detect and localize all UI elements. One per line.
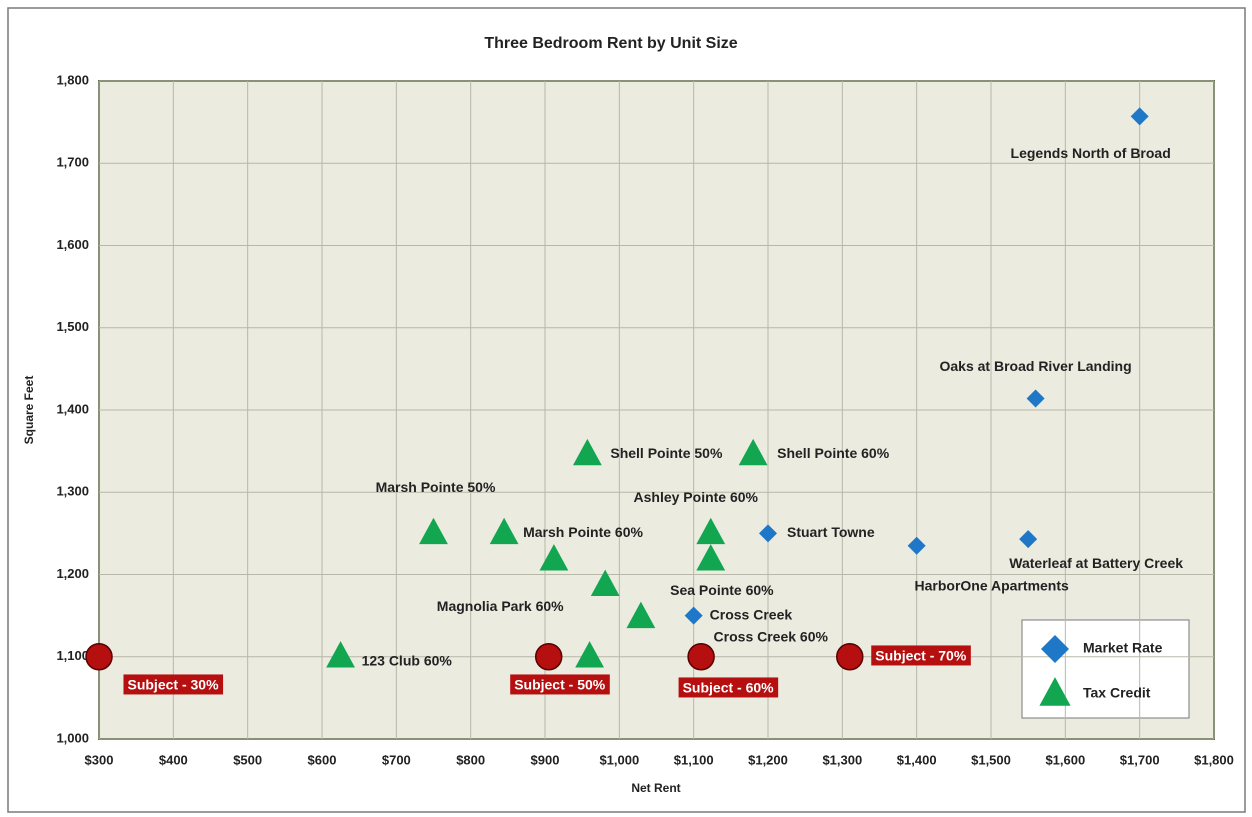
x-tick-label: $1,100 — [674, 752, 714, 767]
data-label: Cross Creek — [710, 606, 793, 622]
x-tick-label: $1,700 — [1120, 752, 1160, 767]
y-tick-label: 1,100 — [56, 648, 89, 663]
data-label: Subject - 60% — [683, 679, 775, 695]
data-label: Marsh Pointe 60% — [523, 524, 643, 540]
data-label: Oaks at Broad River Landing — [940, 358, 1132, 374]
point — [419, 517, 448, 545]
y-axis-label: Square Feet — [22, 376, 36, 445]
point — [759, 524, 777, 543]
point — [907, 536, 926, 555]
x-tick-label: $300 — [85, 752, 114, 767]
x-tick-label: $700 — [382, 752, 411, 767]
data-label: Subject - 50% — [514, 676, 606, 692]
y-tick-label: 1,000 — [56, 730, 89, 745]
data-label: Marsh Pointe 50% — [376, 479, 496, 495]
x-tick-label: $1,500 — [971, 752, 1011, 767]
x-axis-label: Net Rent — [631, 781, 680, 795]
point — [1026, 389, 1045, 408]
point — [85, 643, 113, 671]
data-label: Subject - 30% — [127, 676, 219, 692]
x-tick-label: $1,400 — [897, 752, 937, 767]
x-tick-label: $400 — [159, 752, 188, 767]
data-label: Sea Pointe 60% — [670, 582, 774, 598]
data-label: Stuart Towne — [787, 524, 875, 540]
legend-label: Market Rate — [1083, 640, 1163, 656]
data-label: Shell Pointe 50% — [610, 445, 723, 461]
legend-label: Tax Credit — [1083, 685, 1151, 701]
x-tick-label: $1,600 — [1045, 752, 1085, 767]
data-label: Magnolia Park 60% — [437, 598, 564, 614]
legend-marker — [1039, 677, 1071, 706]
x-tick-label: $1,800 — [1194, 752, 1234, 767]
label-box — [871, 645, 971, 666]
x-tick-label: $800 — [456, 752, 485, 767]
data-label: HarborOne Apartments — [915, 577, 1070, 593]
label-box — [678, 677, 779, 698]
data-label: Legends North of Broad — [1011, 145, 1171, 161]
x-tick-label: $900 — [531, 752, 560, 767]
point — [590, 569, 620, 596]
data-label: Ashley Pointe 60% — [634, 489, 759, 505]
y-tick-label: 1,400 — [56, 401, 89, 416]
y-tick-label: 1,800 — [56, 72, 89, 87]
point — [572, 438, 602, 466]
x-tick-label: $500 — [233, 752, 262, 767]
label-box — [123, 674, 224, 695]
point — [534, 643, 563, 671]
point — [1019, 530, 1038, 549]
x-tick-label: $1,300 — [822, 752, 862, 767]
x-tick-label: $1,200 — [748, 752, 788, 767]
point — [696, 544, 726, 571]
point — [326, 641, 355, 668]
data-label: 123 Club 60% — [362, 652, 453, 668]
point — [539, 544, 569, 571]
point — [738, 438, 768, 466]
data-label: Shell Pointe 60% — [777, 445, 890, 461]
data-label: Cross Creek 60% — [714, 628, 829, 644]
y-tick-label: 1,200 — [56, 566, 89, 581]
point — [836, 643, 864, 671]
label-box — [510, 674, 610, 695]
y-tick-label: 1,700 — [56, 155, 89, 170]
point — [575, 641, 604, 668]
x-tick-label: $600 — [308, 752, 337, 767]
data-label: Waterleaf at Battery Creek — [1009, 555, 1183, 571]
x-tick-label: $1,000 — [599, 752, 639, 767]
point — [684, 606, 703, 625]
chart-title: Three Bedroom Rent by Unit Size — [484, 35, 737, 52]
point — [626, 601, 656, 629]
point — [1130, 107, 1149, 126]
y-tick-label: 1,600 — [56, 237, 89, 252]
legend-marker — [1041, 635, 1069, 663]
point — [489, 517, 519, 545]
point — [696, 517, 726, 545]
y-tick-label: 1,300 — [56, 484, 89, 499]
data-label: Subject - 70% — [875, 647, 967, 663]
point — [687, 643, 715, 671]
y-tick-label: 1,500 — [56, 319, 89, 334]
